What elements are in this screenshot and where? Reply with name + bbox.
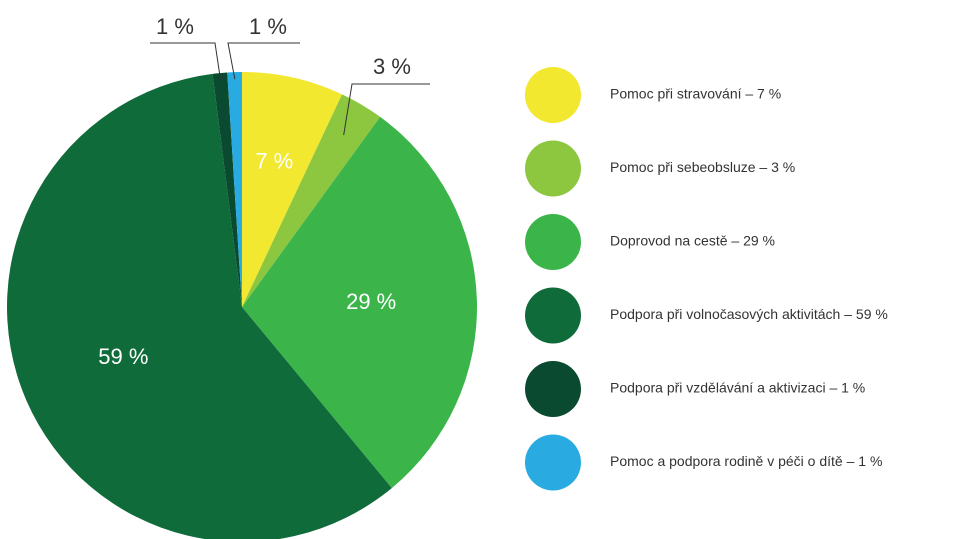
leader-line (227, 42, 300, 80)
legend-swatch (525, 434, 581, 491)
value-label: 29 % (346, 289, 396, 314)
legend-swatch (525, 140, 581, 197)
legend-label: Pomoc při stravování – 7 % (610, 86, 781, 102)
legend-swatch (525, 287, 581, 344)
legend-swatch (525, 214, 581, 270)
legend-label: Podpora při vzdělávání a aktivizaci – 1 … (610, 380, 865, 396)
pie-slice (242, 72, 343, 307)
leader-line (343, 83, 430, 136)
legend-label: Podpora při volnočasových aktivitách – 5… (610, 306, 888, 322)
pie-slice (212, 72, 242, 308)
leader-line (150, 42, 222, 81)
value-label: 7 % (255, 148, 293, 173)
value-label: 1 % (156, 14, 194, 39)
legend-swatch (525, 67, 581, 123)
legend-label: Pomoc a podpora rodině v péči o dítě – 1… (610, 453, 882, 469)
value-label: 3 % (373, 54, 411, 79)
pie-slice (7, 73, 392, 539)
legend-label: Doprovod na cestě – 29 % (610, 233, 775, 249)
pie-slice (242, 116, 478, 489)
pie-slice (242, 94, 381, 307)
legend-label: Pomoc při sebeobsluze – 3 % (610, 159, 795, 175)
pie-slice (227, 72, 242, 307)
value-label: 1 % (249, 14, 287, 39)
legend-swatch (525, 361, 581, 417)
value-label: 59 % (98, 344, 148, 369)
